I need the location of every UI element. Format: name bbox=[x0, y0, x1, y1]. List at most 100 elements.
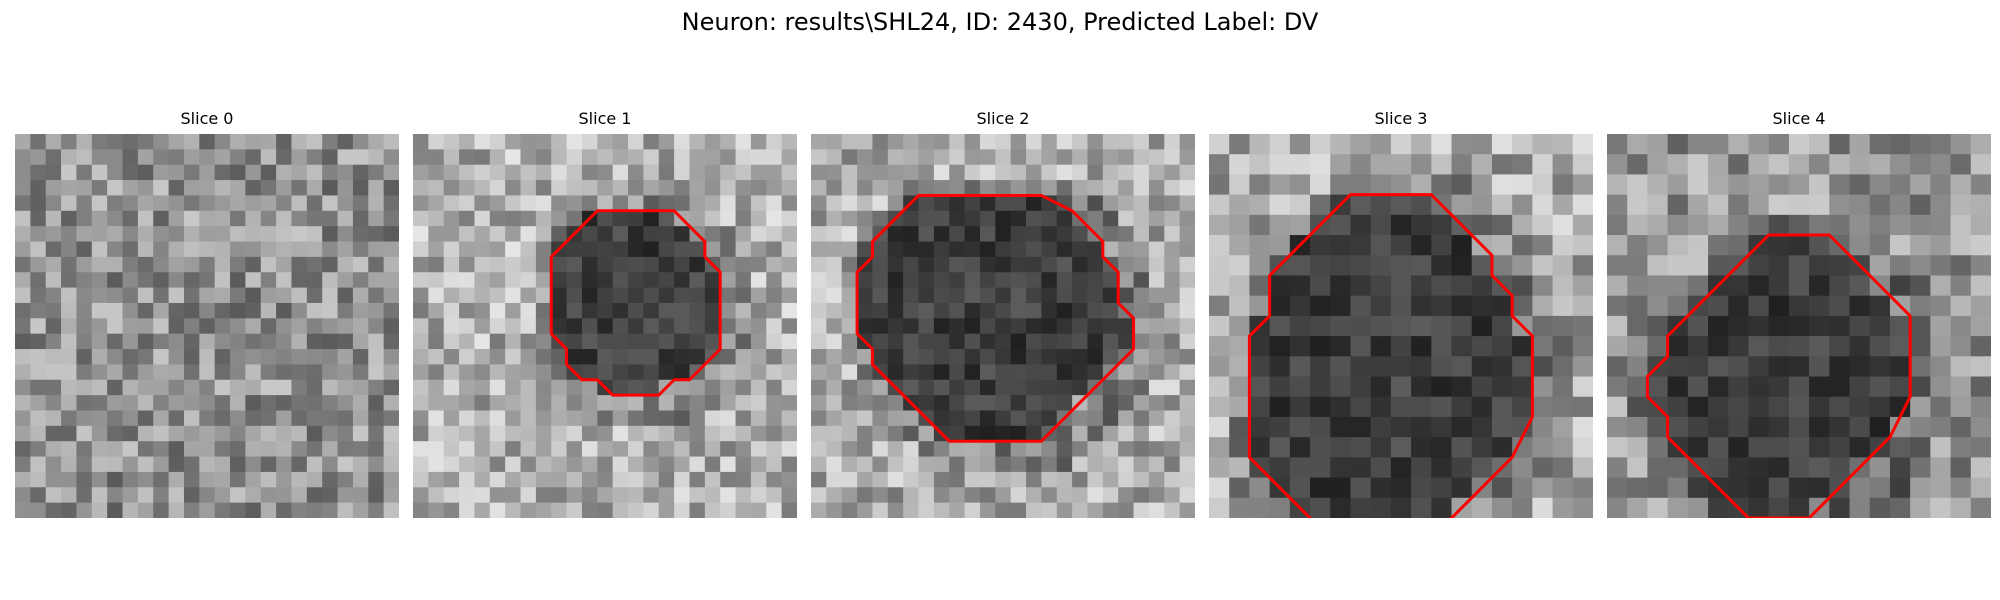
image-pixel bbox=[1310, 134, 1331, 155]
image-pixel bbox=[443, 502, 460, 518]
image-pixel bbox=[1118, 164, 1135, 181]
image-pixel bbox=[918, 256, 935, 273]
neuron-contour bbox=[1247, 193, 1534, 518]
image-pixel bbox=[1950, 477, 1972, 499]
image-pixel bbox=[15, 379, 31, 396]
image-pixel bbox=[383, 318, 399, 335]
image-pixel bbox=[245, 272, 262, 289]
image-pixel bbox=[1572, 477, 1593, 499]
image-pixel bbox=[995, 134, 1012, 150]
image-pixel bbox=[612, 364, 629, 381]
image-pixel bbox=[1970, 376, 1991, 398]
image-pixel bbox=[1330, 154, 1352, 176]
image-pixel bbox=[781, 241, 797, 258]
image-pixel bbox=[230, 487, 246, 504]
image-pixel bbox=[1330, 134, 1352, 155]
image-pixel bbox=[30, 241, 47, 258]
image-pixel bbox=[551, 349, 568, 365]
image-pixel bbox=[566, 425, 583, 442]
image-pixel bbox=[459, 441, 476, 458]
image-pixel bbox=[1164, 318, 1181, 335]
image-pixel bbox=[704, 333, 721, 350]
image-pixel bbox=[1572, 154, 1593, 176]
image-pixel bbox=[276, 256, 293, 273]
image-pixel bbox=[1930, 315, 1952, 337]
image-pixel bbox=[1370, 315, 1392, 337]
image-pixel bbox=[1647, 275, 1669, 297]
image-pixel bbox=[15, 287, 31, 304]
image-pixel bbox=[995, 441, 1012, 458]
image-pixel bbox=[781, 349, 797, 365]
image-pixel bbox=[337, 441, 354, 458]
image-pixel bbox=[735, 471, 752, 488]
image-pixel bbox=[903, 302, 920, 319]
image-pixel bbox=[1829, 376, 1851, 398]
image-pixel bbox=[1607, 356, 1628, 378]
image-pixel bbox=[811, 318, 827, 335]
image-pixel bbox=[214, 379, 231, 396]
image-pixel bbox=[352, 180, 369, 197]
image-pixel bbox=[1471, 457, 1493, 479]
image-pixel bbox=[1249, 194, 1271, 216]
image-pixel bbox=[1411, 356, 1432, 378]
image-pixel bbox=[872, 164, 889, 181]
image-pixel bbox=[1552, 356, 1574, 378]
image-pixel bbox=[428, 425, 445, 442]
image-pixel bbox=[1930, 154, 1952, 176]
image-pixel bbox=[337, 318, 354, 335]
image-pixel bbox=[1930, 275, 1952, 297]
image-pixel bbox=[91, 471, 108, 488]
image-pixel bbox=[352, 272, 369, 289]
image-pixel bbox=[1087, 333, 1104, 350]
image-pixel bbox=[720, 379, 737, 396]
image-pixel bbox=[1788, 396, 1810, 418]
image-pixel bbox=[137, 256, 154, 273]
image-pixel bbox=[1869, 295, 1891, 317]
image-pixel bbox=[1249, 174, 1271, 196]
image-pixel bbox=[1552, 437, 1574, 458]
image-pixel bbox=[1026, 456, 1042, 473]
image-pixel bbox=[903, 410, 920, 427]
image-pixel bbox=[995, 149, 1012, 166]
image-pixel bbox=[168, 256, 185, 273]
image-pixel bbox=[15, 441, 31, 458]
image-pixel bbox=[1179, 164, 1195, 181]
image-pixel bbox=[826, 256, 843, 273]
image-pixel bbox=[551, 180, 568, 197]
image-pixel bbox=[811, 333, 827, 350]
image-pixel bbox=[933, 379, 950, 396]
image-pixel bbox=[199, 180, 216, 197]
image-pixel bbox=[153, 318, 170, 335]
image-pixel bbox=[322, 195, 339, 212]
image-pixel bbox=[872, 134, 889, 150]
image-pixel bbox=[45, 210, 62, 227]
image-pixel bbox=[520, 287, 537, 304]
image-pixel bbox=[137, 333, 154, 350]
image-pixel bbox=[1289, 477, 1311, 499]
image-pixel bbox=[1041, 441, 1058, 458]
image-pixel bbox=[1390, 194, 1412, 216]
image-pixel bbox=[1370, 336, 1392, 357]
image-pixel bbox=[1056, 272, 1073, 289]
image-pixel bbox=[260, 333, 277, 350]
image-pixel bbox=[107, 364, 124, 381]
image-pixel bbox=[1148, 441, 1165, 458]
image-pixel bbox=[383, 241, 399, 258]
image-pixel bbox=[1148, 210, 1165, 227]
image-pixel bbox=[459, 456, 476, 473]
image-pixel bbox=[704, 379, 721, 396]
image-pixel bbox=[643, 379, 660, 396]
image-pixel bbox=[1350, 437, 1372, 458]
image-pixel bbox=[137, 425, 154, 442]
image-pixel bbox=[887, 502, 904, 518]
image-pixel bbox=[766, 502, 783, 518]
image-pixel bbox=[1950, 356, 1972, 378]
image-pixel bbox=[1010, 302, 1027, 319]
image-pixel bbox=[658, 410, 675, 427]
image-pixel bbox=[459, 226, 476, 243]
image-pixel bbox=[1390, 376, 1412, 398]
image-pixel bbox=[628, 379, 644, 396]
image-pixel bbox=[735, 502, 752, 518]
image-pixel bbox=[199, 456, 216, 473]
image-pixel bbox=[766, 256, 783, 273]
